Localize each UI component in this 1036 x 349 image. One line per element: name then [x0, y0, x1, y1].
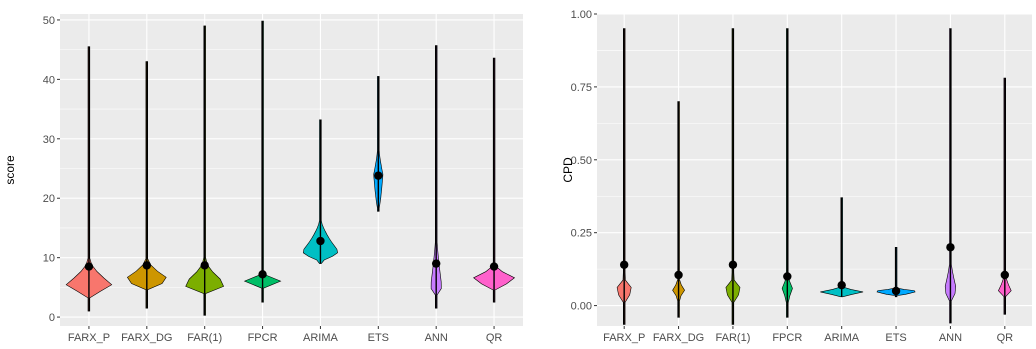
y-tick-label: 0.50 [571, 155, 592, 167]
y-axis-label: CPD [561, 157, 575, 183]
score-violin-chart: 0 10 20 30 40 50 score FARX_P FARX_DG FAR(1) FPCR A… [3, 14, 523, 344]
mean-point-FARX_DG [142, 261, 152, 270]
plot-panel [597, 14, 1032, 326]
y-axis-label: score [3, 155, 17, 185]
x-tick-label: ARIMA [303, 332, 339, 344]
y-tick-label: 50 [43, 15, 55, 27]
x-tick-label: ANN [939, 332, 962, 344]
mean-point-FPCR [258, 270, 267, 279]
x-tick-label: QR [486, 332, 503, 344]
x-tick-label: ARIMA [824, 332, 860, 344]
y-tick-label: 40 [43, 74, 55, 86]
x-tick-label: ANN [425, 332, 448, 344]
x-tick-label: QR [997, 332, 1014, 344]
x-tick-label: FARX_DG [653, 332, 704, 344]
mean-point-QR [489, 262, 499, 271]
y-tick-label: 1.00 [571, 9, 592, 21]
mean-point-ARIMA [316, 236, 325, 246]
mean-point-FARX_P [84, 262, 94, 271]
y-tick-label: 0.25 [571, 228, 592, 240]
x-tick-label: FARX_DG [121, 332, 172, 344]
x-tick-label: FPCR [248, 332, 278, 344]
y-tick-label: 0 [49, 312, 55, 324]
y-tick-label: 0.75 [571, 82, 592, 94]
x-tick-label: FARX_P [603, 332, 645, 344]
mean-point-FAR(1) [200, 261, 209, 270]
mean-point-ETS [374, 171, 383, 180]
cpd-violin-chart: 0.00 0.25 0.50 0.75 1.00 CPD FARX_P FARX_DG FAR(… [561, 9, 1032, 344]
x-tick-label: FPCR [772, 332, 802, 344]
y-tick-label: 0.00 [571, 301, 592, 313]
y-tick-label: 20 [43, 193, 55, 205]
y-tick-label: 10 [43, 253, 55, 265]
mean-point-FARX_DG [674, 270, 683, 280]
mean-point-ANN [946, 243, 955, 252]
x-tick-label: FAR(1) [716, 332, 751, 344]
mean-point-QR [1000, 270, 1010, 280]
y-tick-label: 30 [43, 134, 55, 146]
mean-point-FPCR [783, 272, 792, 281]
x-tick-label: ETS [885, 332, 906, 344]
mean-point-ANN [431, 259, 441, 268]
x-tick-label: ETS [368, 332, 389, 344]
mean-point-FAR(1) [728, 260, 738, 269]
mean-point-ARIMA [837, 280, 846, 290]
x-tick-label: FARX_P [68, 332, 110, 344]
mean-point-ETS [891, 286, 901, 296]
x-tick-label: FAR(1) [187, 332, 222, 344]
mean-point-FARX_P [619, 260, 629, 269]
